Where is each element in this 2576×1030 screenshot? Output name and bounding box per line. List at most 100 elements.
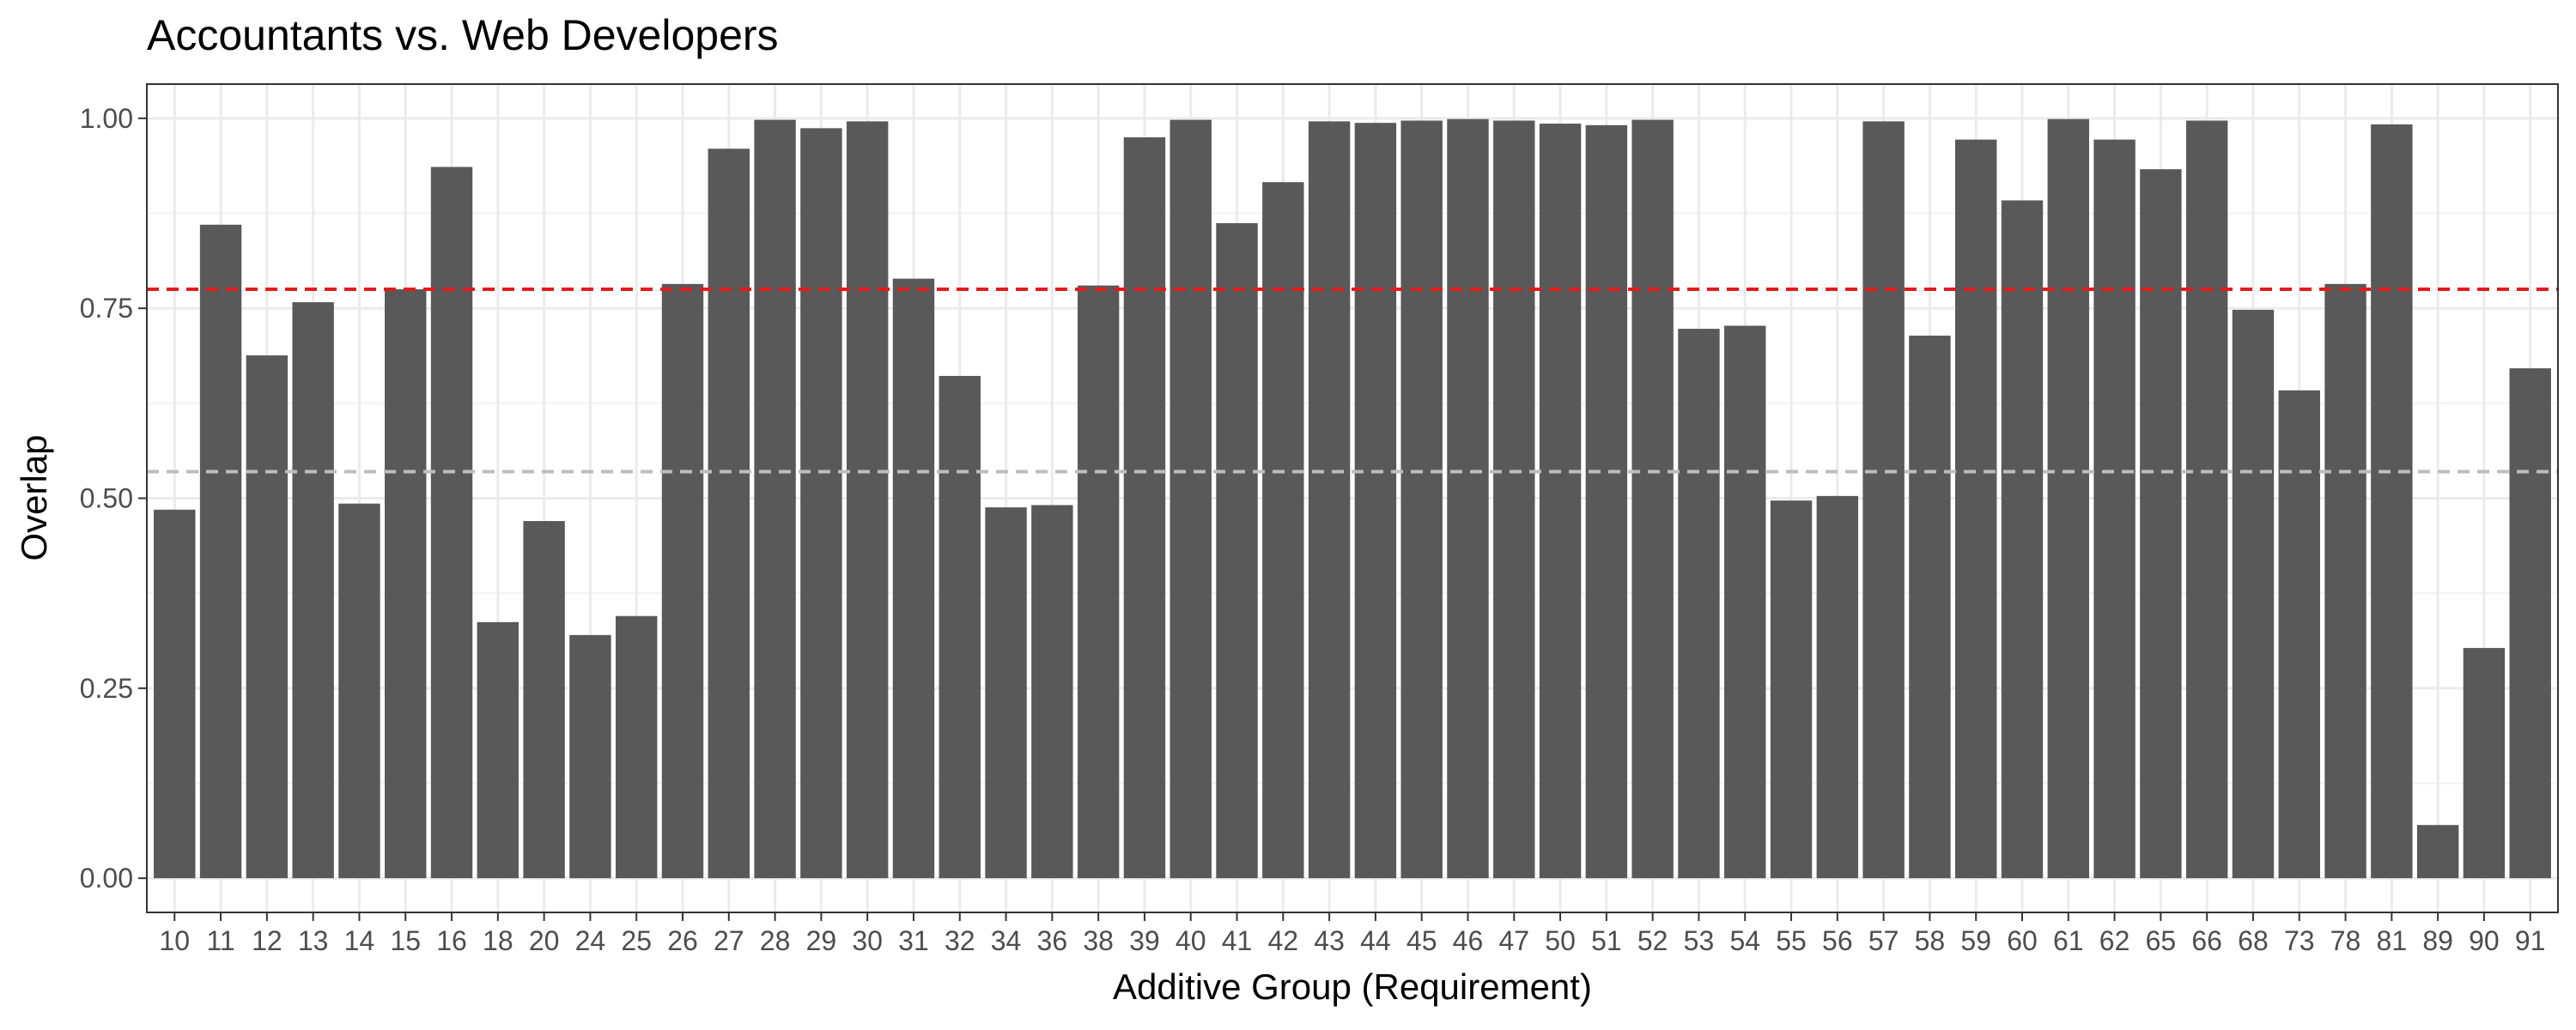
x-tick-label: 41	[1222, 925, 1253, 956]
x-tick-label: 28	[760, 925, 791, 956]
bar-91	[2509, 368, 2551, 879]
bar-15	[385, 289, 427, 879]
x-tick-label: 52	[1637, 925, 1668, 956]
bar-57	[1862, 121, 1905, 879]
bar-65	[2140, 169, 2182, 879]
chart-title: Accountants vs. Web Developers	[147, 11, 779, 59]
x-axis-title: Additive Group (Requirement)	[1113, 966, 1592, 1007]
bar-50	[1539, 124, 1582, 879]
reference-lines	[147, 288, 2558, 474]
bar-20	[523, 521, 565, 879]
bar-89	[2416, 825, 2459, 879]
x-tick-label: 34	[991, 925, 1022, 956]
bar-54	[1724, 325, 1766, 879]
x-tick-label: 36	[1037, 925, 1068, 956]
bar-29	[800, 128, 842, 879]
bar-11	[199, 224, 242, 879]
x-tick-label: 45	[1406, 925, 1437, 956]
y-tick-label: 0.25	[80, 673, 133, 704]
bar-34	[985, 507, 1027, 879]
x-tick-label: 46	[1453, 925, 1484, 956]
y-axis: 0.00 0.25 0.50 0.75 1.00	[80, 103, 147, 894]
x-tick-label: 10	[159, 925, 190, 956]
bar-59	[1955, 139, 1997, 879]
bar-25	[616, 615, 658, 879]
bar-10	[154, 509, 196, 879]
x-tick-label: 14	[344, 925, 375, 956]
bar-28	[754, 119, 796, 879]
bar-46	[1447, 118, 1489, 879]
y-tick-label: 1.00	[80, 103, 133, 134]
x-tick-label: 61	[2053, 925, 2084, 956]
bars	[154, 118, 2551, 879]
bar-42	[1262, 182, 1304, 879]
x-tick-label: 30	[852, 925, 883, 956]
bar-40	[1170, 119, 1212, 879]
x-tick-label: 56	[1822, 925, 1853, 956]
x-tick-label: 91	[2515, 925, 2546, 956]
x-tick-label: 53	[1684, 925, 1715, 956]
bar-12	[246, 355, 289, 879]
y-axis-title: Overlap	[14, 434, 54, 560]
x-tick-label: 62	[2099, 925, 2130, 956]
bar-13	[292, 302, 334, 879]
bar-58	[1909, 336, 1951, 879]
x-tick-label: 32	[945, 925, 975, 956]
bar-39	[1123, 136, 1166, 879]
bar-68	[2232, 309, 2275, 879]
x-tick-label: 15	[390, 925, 421, 956]
x-tick-label: 39	[1129, 925, 1160, 956]
x-tick-label: 29	[806, 925, 837, 956]
bar-44	[1354, 123, 1397, 879]
x-tick-label: 40	[1176, 925, 1206, 956]
bar-41	[1216, 223, 1258, 879]
x-tick-label: 90	[2469, 925, 2500, 956]
x-tick-label: 31	[898, 925, 929, 956]
x-tick-label: 24	[575, 925, 606, 956]
bar-18	[477, 621, 519, 879]
bar-73	[2278, 390, 2320, 879]
bar-30	[846, 121, 889, 879]
x-axis: 10 11 12 13 14 15 16 18 20 24 25 26 27 28 29 30 31 32 34 36…	[159, 912, 2546, 956]
bar-66	[2185, 120, 2228, 879]
x-tick-label: 38	[1083, 925, 1114, 956]
bar-90	[2463, 647, 2506, 879]
bar-16	[430, 167, 473, 879]
y-tick-label: 0.50	[80, 483, 133, 514]
x-tick-label: 57	[1868, 925, 1899, 956]
x-tick-label: 51	[1591, 925, 1622, 956]
x-tick-label: 54	[1729, 925, 1760, 956]
y-tick-label: 0.00	[80, 863, 133, 894]
bar-31	[892, 278, 935, 879]
x-tick-label: 60	[2007, 925, 2038, 956]
bar-61	[2047, 118, 2089, 879]
x-tick-label: 81	[2377, 925, 2408, 956]
x-tick-label: 44	[1360, 925, 1391, 956]
bar-47	[1493, 120, 1535, 879]
x-tick-label: 65	[2146, 925, 2177, 956]
plot-panel	[146, 83, 2559, 913]
x-tick-label: 27	[714, 925, 744, 956]
bar-56	[1816, 495, 1859, 879]
x-tick-label: 78	[2330, 925, 2361, 956]
bar-53	[1678, 329, 1720, 879]
x-tick-label: 47	[1498, 925, 1529, 956]
x-tick-label: 16	[436, 925, 467, 956]
bar-62	[2093, 139, 2136, 879]
bar-36	[1031, 505, 1073, 879]
bar-38	[1077, 285, 1120, 879]
x-tick-label: 58	[1915, 925, 1946, 956]
bar-43	[1308, 121, 1351, 879]
bar-27	[708, 148, 750, 879]
bar-52	[1631, 119, 1674, 879]
x-tick-label: 50	[1545, 925, 1576, 956]
bar-32	[939, 375, 981, 879]
x-tick-label: 12	[252, 925, 283, 956]
y-tick-label: 0.75	[80, 293, 133, 324]
bar-60	[2001, 200, 2044, 879]
x-tick-label: 89	[2422, 925, 2453, 956]
x-tick-label: 59	[1960, 925, 1991, 956]
bar-51	[1585, 124, 1628, 879]
x-tick-label: 68	[2238, 925, 2269, 956]
